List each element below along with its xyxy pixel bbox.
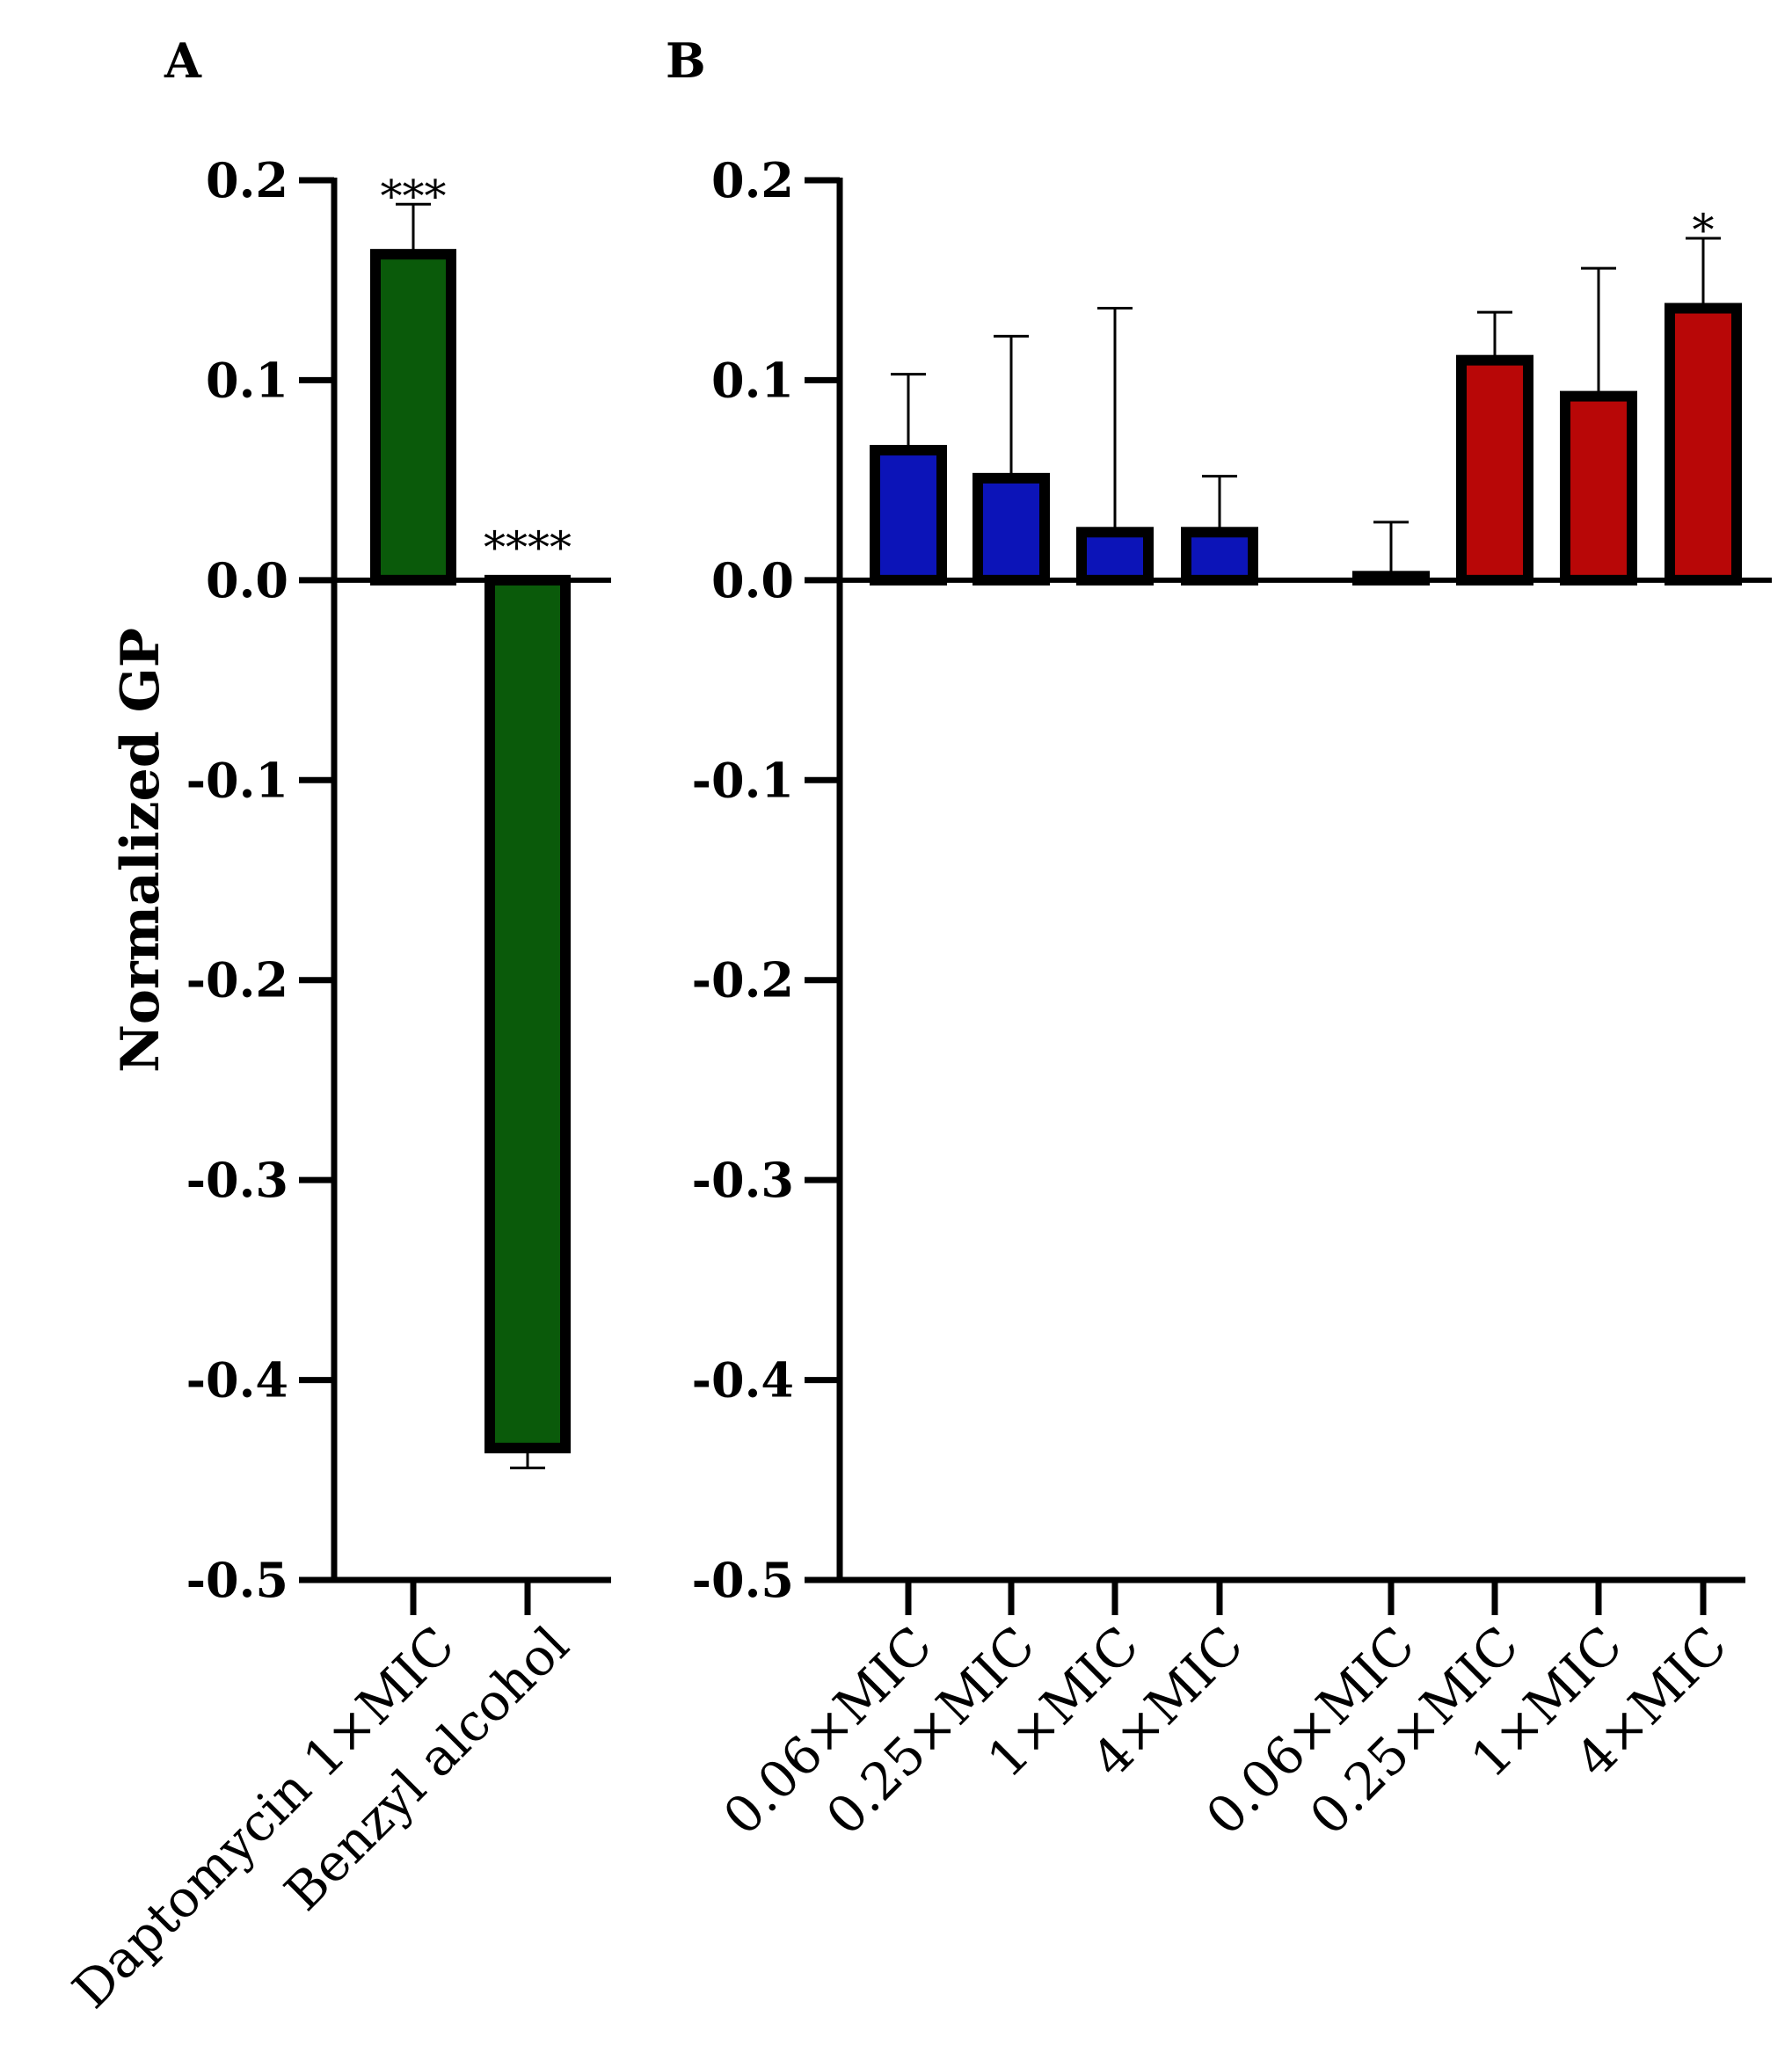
y-tick-label: -0.1 <box>692 752 794 808</box>
significance-label: *** <box>381 171 447 222</box>
y-axis-label: Normalized GP <box>110 628 171 1073</box>
panel-b: B *0.20.10.0-0.1-0.2-0.3-0.4-0.50.06×MIC… <box>666 33 1772 1846</box>
y-tick-label: 0.2 <box>206 152 288 208</box>
bar <box>370 249 456 586</box>
bar <box>484 574 571 1453</box>
y-tick-label: -0.2 <box>186 952 288 1008</box>
y-tick-label: -0.4 <box>186 1352 288 1409</box>
panel-a: A Normalized GP *******0.20.10.0-0.1-0.2… <box>61 33 611 2020</box>
significance-label: * <box>1693 205 1715 256</box>
bar <box>1560 390 1637 586</box>
bar <box>1456 354 1533 586</box>
y-tick-label: 0.1 <box>711 352 794 408</box>
y-tick-label: 0.2 <box>711 152 794 208</box>
y-tick-label: -0.3 <box>692 1152 794 1208</box>
bar <box>972 472 1050 586</box>
bar <box>1181 527 1258 586</box>
y-tick-label: 0.1 <box>206 352 288 408</box>
y-tick-label: -0.5 <box>692 1552 794 1608</box>
significance-label: **** <box>484 522 572 573</box>
panel-a-label: A <box>164 33 202 89</box>
panel-b-label: B <box>666 33 706 89</box>
bar <box>870 445 947 586</box>
y-tick-label: -0.3 <box>186 1152 288 1208</box>
bar <box>1076 527 1154 586</box>
y-tick-label: -0.5 <box>186 1552 288 1608</box>
y-tick-label: 0.0 <box>711 552 794 608</box>
y-tick-label: -0.2 <box>692 952 794 1008</box>
y-tick-label: -0.4 <box>692 1352 794 1409</box>
y-tick-label: -0.1 <box>186 752 288 808</box>
y-tick-label: 0.0 <box>206 552 288 608</box>
bar <box>1665 302 1742 586</box>
